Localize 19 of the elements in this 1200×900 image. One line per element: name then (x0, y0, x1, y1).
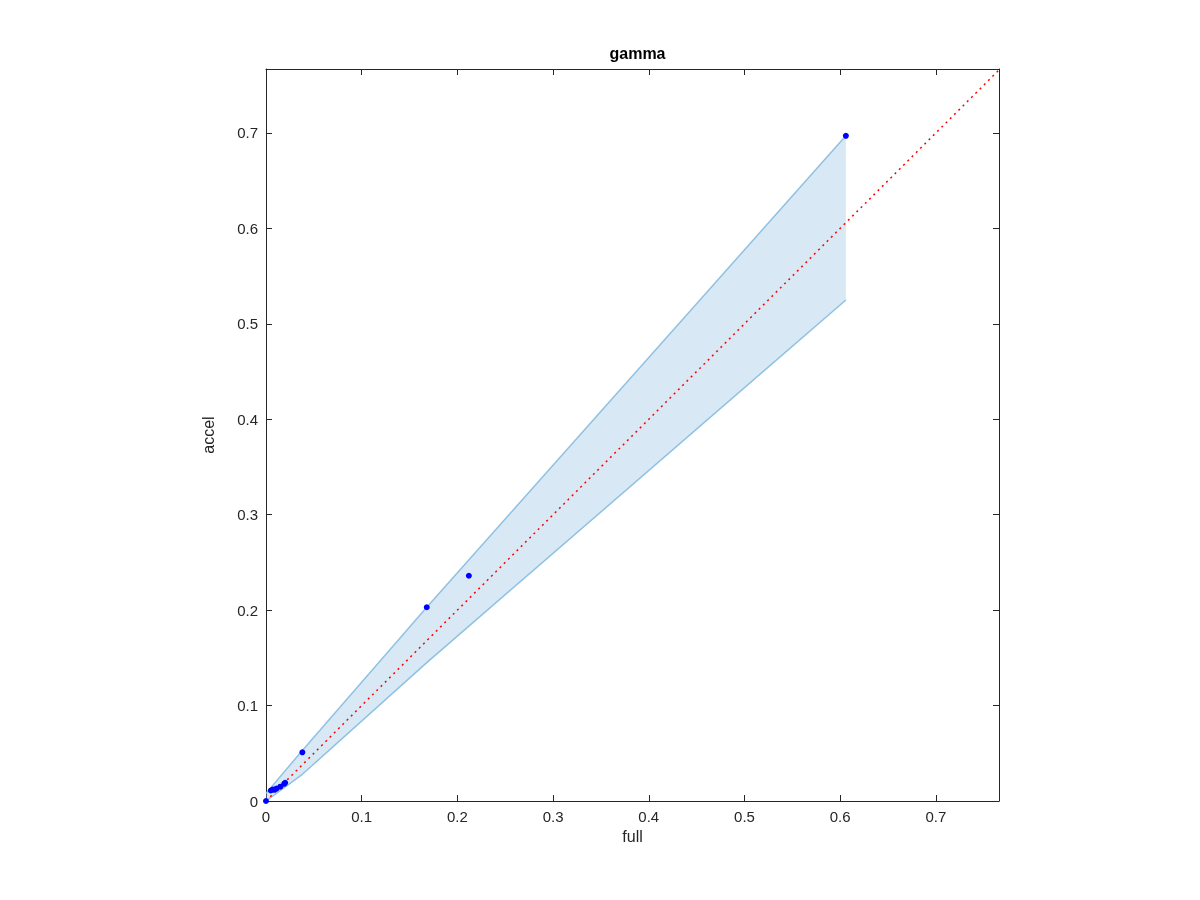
chart-title: gamma (609, 44, 666, 62)
x-tick-label: 0.7 (925, 808, 947, 825)
x-tick-label: 0.6 (829, 808, 851, 825)
y-tick-label: 0.1 (237, 697, 258, 715)
x-tick-label: 0.4 (638, 808, 660, 825)
x-tick-label: 0.1 (351, 808, 373, 825)
y-tick-label: 0 (249, 792, 258, 810)
y-tick-label: 0.7 (237, 124, 258, 142)
y-tick-label: 0.5 (237, 315, 258, 333)
y-tick-label: 0.6 (237, 219, 258, 237)
y-axis-title: accel (199, 416, 217, 454)
x-tick-label: 0.5 (734, 808, 755, 825)
x-tick-label: 0 (261, 808, 271, 825)
y-tick-label: 0.4 (237, 410, 258, 428)
x-tick-label: 0.2 (446, 808, 468, 825)
x-tick-label: 0.3 (542, 808, 564, 825)
y-tick-label: 0.2 (237, 601, 258, 619)
x-axis-title: full (622, 828, 643, 846)
y-tick-label: 0.3 (237, 506, 258, 524)
